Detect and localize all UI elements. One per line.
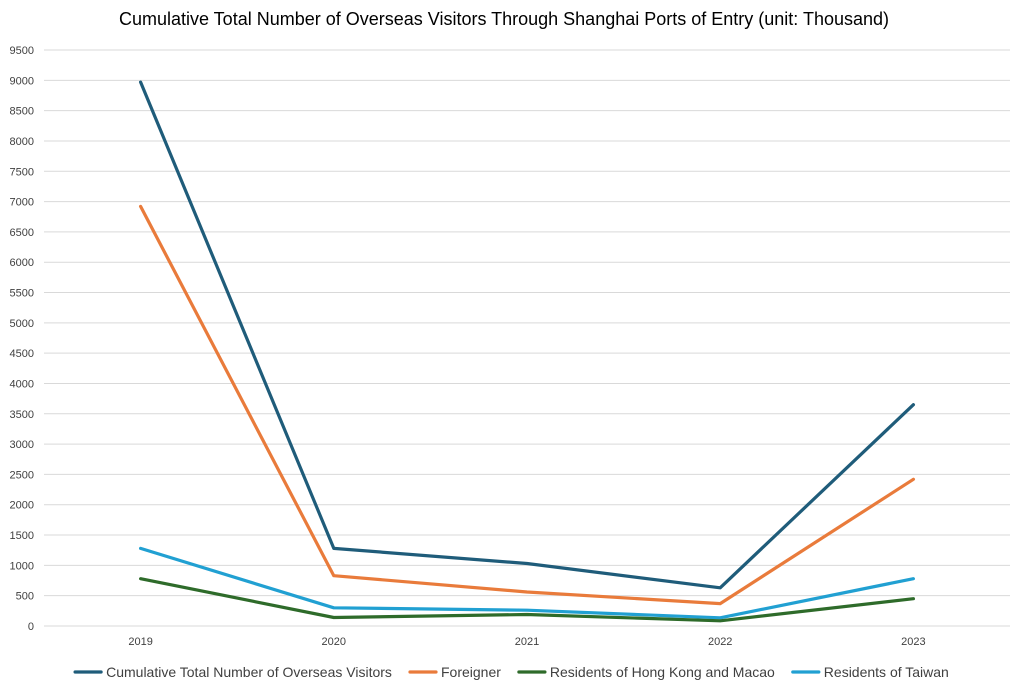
- legend-label: Cumulative Total Number of Overseas Visi…: [106, 664, 392, 680]
- y-tick-label: 2000: [10, 500, 34, 512]
- y-tick-label: 9000: [10, 75, 34, 87]
- y-tick-label: 3500: [10, 409, 34, 421]
- legend-item: Residents of Hong Kong and Macao: [517, 664, 775, 680]
- series-line: [139, 204, 916, 606]
- y-tick-label: 6000: [10, 257, 34, 269]
- x-tick-label: 2020: [322, 636, 346, 648]
- series-line: [139, 577, 916, 623]
- y-tick-label: 8000: [10, 136, 34, 148]
- y-tick-label: 5000: [10, 318, 34, 330]
- legend-label: Residents of Taiwan: [824, 664, 949, 680]
- series-line: [139, 80, 916, 590]
- x-tick-label: 2022: [708, 636, 732, 648]
- y-tick-label: 4000: [10, 378, 34, 390]
- y-tick-label: 3000: [10, 439, 34, 451]
- y-axis-ticks: 0 500 1000 1500 2000 2500 3000 3500 4000 4500 5000…: [10, 45, 34, 633]
- y-tick-label: 1000: [10, 560, 34, 572]
- legend-label: Foreigner: [441, 664, 501, 680]
- y-tick-label: 1500: [10, 530, 34, 542]
- y-tick-label: 500: [16, 591, 34, 603]
- x-tick-label: 2021: [515, 636, 539, 648]
- chart-title: Cumulative Total Number of Overseas Visi…: [119, 9, 889, 29]
- y-tick-label: 5500: [10, 288, 34, 300]
- legend-label: Residents of Hong Kong and Macao: [550, 664, 775, 680]
- y-tick-label: 7000: [10, 197, 34, 209]
- series-line: [139, 546, 916, 620]
- y-tick-label: 4500: [10, 348, 34, 360]
- x-tick-label: 2019: [128, 636, 152, 648]
- y-tick-label: 2500: [10, 469, 34, 481]
- y-tick-label: 8500: [10, 106, 34, 118]
- x-tick-label: 2023: [901, 636, 925, 648]
- series-lines: [139, 80, 916, 623]
- y-tick-label: 9500: [10, 45, 34, 57]
- x-axis-ticks: 2019 2020 2021 2022 2023: [128, 636, 925, 648]
- legend-item: Residents of Taiwan: [791, 664, 949, 680]
- y-tick-label: 0: [28, 621, 34, 633]
- legend-item: Foreigner: [408, 664, 501, 680]
- y-tick-label: 6500: [10, 227, 34, 239]
- legend: Cumulative Total Number of Overseas Visi…: [73, 664, 949, 680]
- gridlines: [44, 49, 1010, 627]
- legend-item: Cumulative Total Number of Overseas Visi…: [73, 664, 392, 680]
- y-tick-label: 7500: [10, 166, 34, 178]
